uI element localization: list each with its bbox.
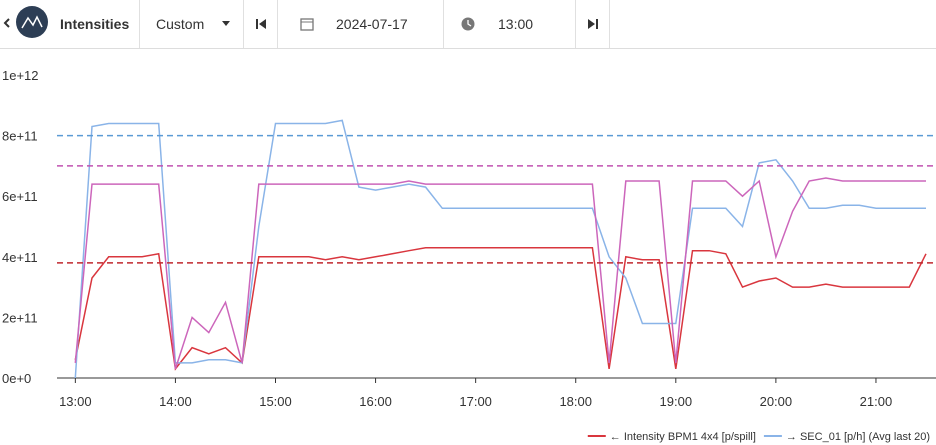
date-picker[interactable]: 2024-07-17 xyxy=(278,0,444,48)
prev-button[interactable] xyxy=(244,0,278,48)
x-tick-label: 13:00 xyxy=(59,394,92,409)
series-line xyxy=(74,119,926,379)
x-tick-label: 21:00 xyxy=(860,394,893,409)
x-tick-label: 14:00 xyxy=(159,394,192,409)
mode-label: Custom xyxy=(156,16,205,32)
toolbar: Intensities Custom 2024-07-17 13:00 xyxy=(0,0,936,49)
x-tick-label: 18:00 xyxy=(559,394,592,409)
next-button[interactable] xyxy=(576,0,610,48)
x-tick-label: 16:00 xyxy=(359,394,392,409)
prev-icon xyxy=(255,19,266,29)
x-tick-label: 19:00 xyxy=(660,394,693,409)
mode-dropdown[interactable]: Custom xyxy=(140,0,244,48)
legend-label: ← Intensity BPM1 4x4 [p/spill] xyxy=(610,431,756,443)
app-icon[interactable] xyxy=(0,0,139,48)
app-title: Intensities xyxy=(60,16,130,32)
time-picker[interactable]: 13:00 xyxy=(444,0,576,48)
clock-icon xyxy=(461,17,475,31)
time-label: 13:00 xyxy=(498,16,534,32)
y-tick-label: 1e+12 xyxy=(2,68,39,83)
dropdown-arrow xyxy=(222,21,231,26)
x-tick-label: 20:00 xyxy=(760,394,793,409)
series-line xyxy=(74,246,927,371)
chart: 0e+0 2e+11 4e+11 6e+11 8e+11 1e+12 13:00 14:00 1… xyxy=(2,68,936,443)
date-label: 2024-07-17 xyxy=(336,16,408,32)
app-header: Intensities xyxy=(0,0,140,48)
y-tick-label: 4e+11 xyxy=(2,250,38,265)
calendar-icon xyxy=(300,18,314,31)
legend-label: → SEC_01 [p/h] (Avg last 20) xyxy=(786,431,930,443)
x-tick-label: 15:00 xyxy=(259,394,292,409)
y-tick-label: 2e+11 xyxy=(2,310,38,325)
series-line xyxy=(74,177,926,370)
next-icon xyxy=(587,19,598,29)
y-tick-label: 8e+11 xyxy=(2,129,38,144)
x-tick-label: 17:00 xyxy=(459,394,492,409)
y-tick-label: 6e+11 xyxy=(2,189,38,204)
y-tick-label: 0e+0 xyxy=(2,371,31,386)
